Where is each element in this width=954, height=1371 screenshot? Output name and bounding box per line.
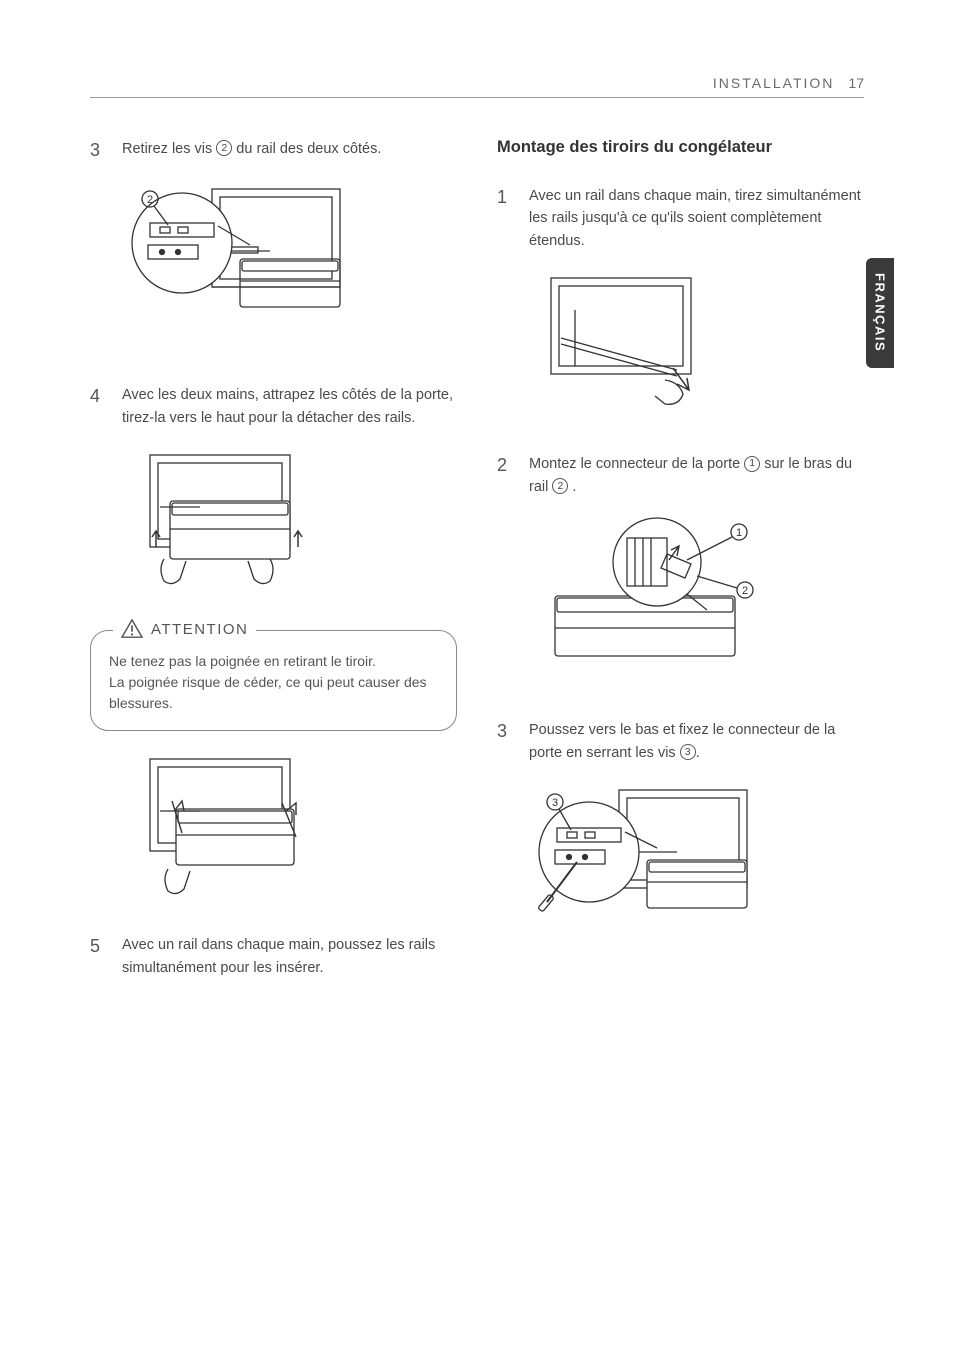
ref-circle-icon: 2 (552, 478, 568, 494)
illustration-r2: 1 2 (527, 516, 864, 691)
illustration-step4b (120, 751, 457, 906)
r-step-3: 3 Poussez vers le bas et fixez le connec… (497, 719, 864, 764)
step-5: 5 Avec un rail dans chaque main, poussez… (90, 934, 457, 979)
ref-circle-icon: 3 (680, 744, 696, 760)
header-page-number: 17 (848, 75, 864, 91)
step-4: 4 Avec les deux mains, attrapez les côté… (90, 384, 457, 429)
illustration-r1 (527, 270, 864, 425)
right-column: Montage des tiroirs du congélateur 1 Ave… (497, 138, 864, 997)
step-text: Avec un rail dans chaque main, poussez l… (122, 934, 457, 979)
language-tab: FRANÇAIS (866, 258, 894, 368)
illustration-step3: 2 (120, 181, 457, 356)
svg-text:3: 3 (552, 797, 558, 809)
svg-text:1: 1 (736, 527, 742, 539)
step-text: Montez le connecteur de la porte 1 sur l… (529, 453, 864, 498)
step-number: 2 (497, 453, 515, 498)
ref-circle-icon: 2 (216, 140, 232, 156)
left-column: 3 Retirez les vis 2 du rail des deux côt… (90, 138, 457, 997)
ref-circle-icon: 1 (744, 456, 760, 472)
svg-text:2: 2 (742, 585, 748, 597)
step-text: Avec un rail dans chaque main, tirez sim… (529, 185, 864, 252)
page-header: INSTALLATION 17 (90, 75, 864, 98)
attention-callout: ATTENTION Ne tenez pas la poignée en ret… (90, 630, 457, 731)
step-text: Poussez vers le bas et fixez le connecte… (529, 719, 864, 764)
svg-text:2: 2 (147, 194, 153, 206)
section-title: Montage des tiroirs du congélateur (497, 138, 864, 157)
step-3: 3 Retirez les vis 2 du rail des deux côt… (90, 138, 457, 163)
r-step-2: 2 Montez le connecteur de la porte 1 sur… (497, 453, 864, 498)
step-text: Avec les deux mains, attrapez les côtés … (122, 384, 457, 429)
step-text: Retirez les vis 2 du rail des deux côtés… (122, 138, 381, 163)
header-section: INSTALLATION (713, 75, 835, 91)
attention-body: Ne tenez pas la poignée en retirant le t… (109, 651, 438, 714)
step-number: 3 (497, 719, 515, 764)
illustration-r3: 3 (527, 782, 864, 957)
attention-label: ATTENTION (151, 621, 248, 638)
step-number: 5 (90, 934, 108, 979)
warning-icon (121, 619, 143, 639)
step-number: 4 (90, 384, 108, 429)
r-step-1: 1 Avec un rail dans chaque main, tirez s… (497, 185, 864, 252)
illustration-step4 (120, 447, 457, 602)
step-number: 1 (497, 185, 515, 252)
step-number: 3 (90, 138, 108, 163)
